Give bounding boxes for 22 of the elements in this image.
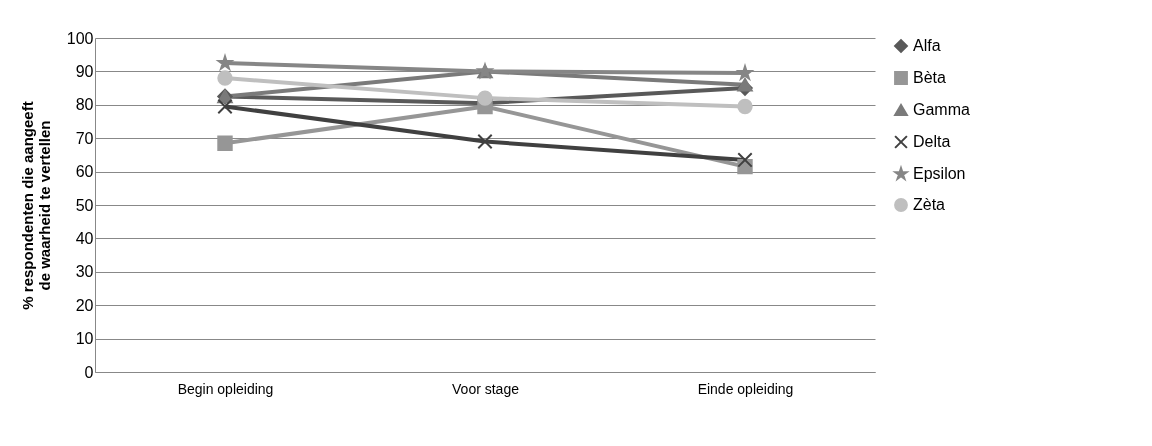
legend-label: Bèta bbox=[913, 69, 947, 86]
y-tick-label: 60 bbox=[75, 163, 94, 181]
y-tick-label: 50 bbox=[75, 196, 94, 214]
y-tick-label: 70 bbox=[75, 129, 94, 147]
legend-label: Alfa bbox=[913, 37, 941, 54]
x-tick-label: Einde opleiding bbox=[697, 380, 794, 397]
y-tick-label: 90 bbox=[75, 62, 94, 80]
y-tick-label: 0 bbox=[84, 363, 94, 381]
text: % respondenten die aangeeft bbox=[18, 101, 36, 310]
legend-label: Epsilon bbox=[913, 165, 966, 182]
y-tick-label: 20 bbox=[75, 296, 94, 314]
y-tick-label: 30 bbox=[75, 263, 94, 281]
x-tick-label: Begin opleiding bbox=[177, 380, 274, 397]
x-tick-label: Voor stage bbox=[452, 380, 520, 397]
legend-label: Delta bbox=[913, 133, 951, 150]
y-tick-label: 40 bbox=[75, 229, 94, 247]
legend-label: Zèta bbox=[913, 196, 946, 213]
y-tick-label: 80 bbox=[75, 96, 94, 114]
text: de waarheid te vertellen bbox=[35, 120, 53, 291]
legend-label: Gamma bbox=[913, 101, 970, 118]
y-tick-label: 100 bbox=[66, 29, 94, 47]
y-tick-label: 10 bbox=[75, 330, 94, 348]
